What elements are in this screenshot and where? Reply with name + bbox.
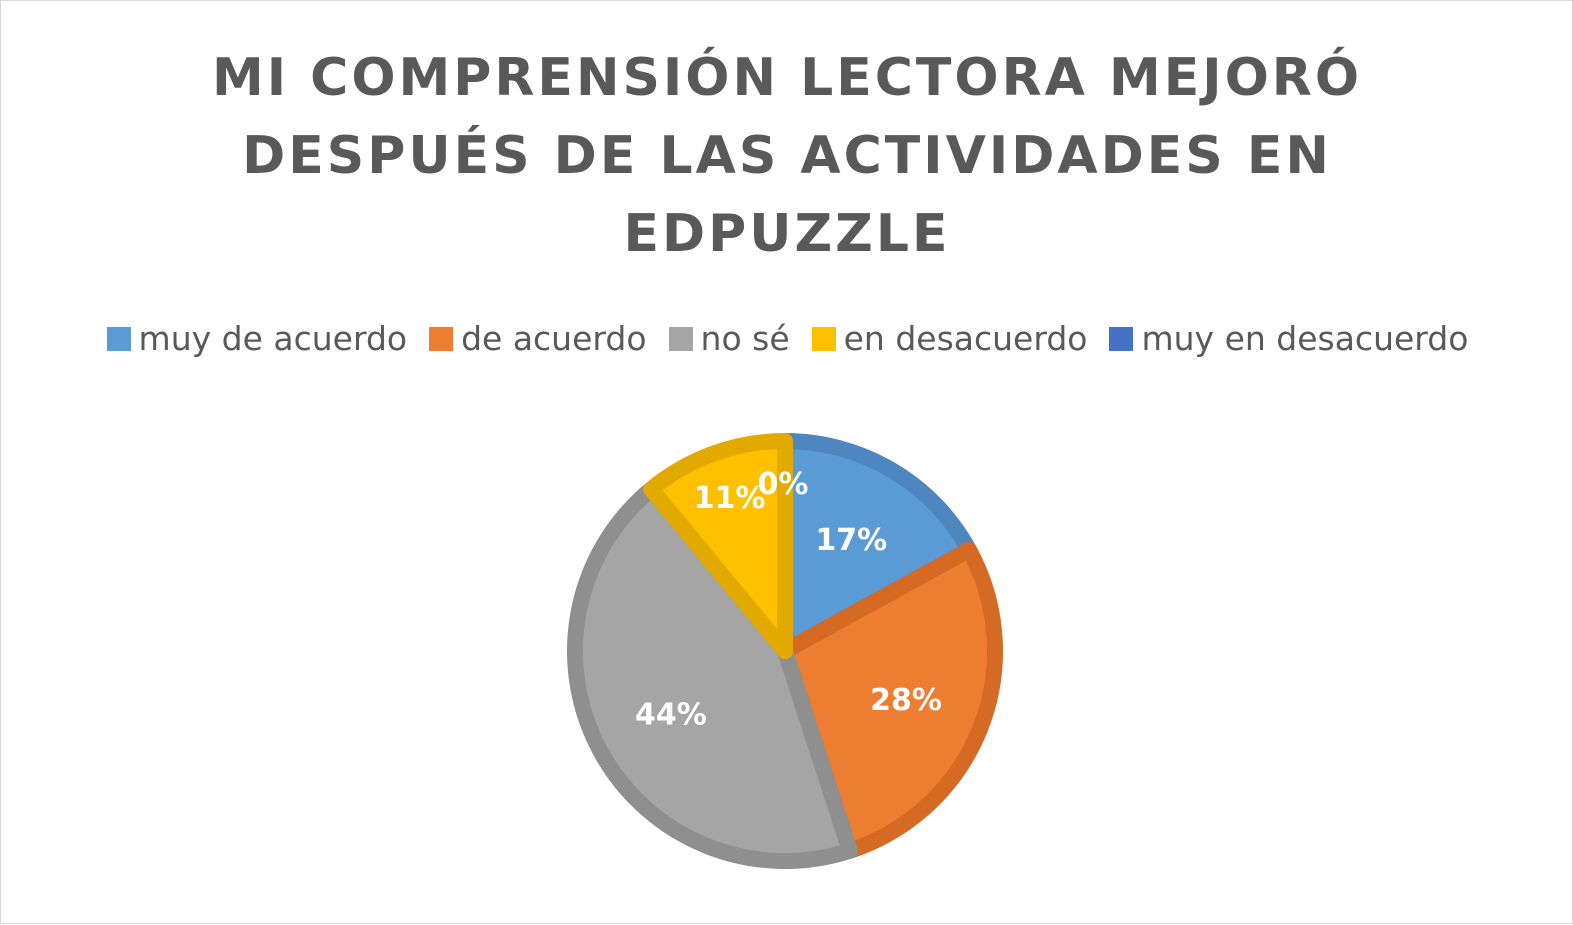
legend: muy de acuerdo de acuerdo no sé en desac… (1, 319, 1573, 358)
legend-swatch (811, 326, 836, 351)
legend-label: muy de acuerdo (138, 319, 408, 358)
data-label-de-acuerdo: 28% (870, 683, 942, 718)
legend-item-no-se: no sé (668, 319, 790, 358)
pie-slice-de-acuerdo (777, 541, 1003, 859)
data-label-muy-de-acuerdo: 17% (815, 523, 887, 558)
legend-label: de acuerdo (461, 319, 647, 358)
pie-slice-en-desacuerdo (643, 433, 793, 659)
legend-swatch (429, 326, 454, 351)
legend-item-en-desacuerdo: en desacuerdo (811, 319, 1088, 358)
legend-item-muy-de-acuerdo: muy de acuerdo (106, 319, 408, 358)
chart-title: MI COMPRENSIÓN LECTORA MEJORÓ DESPUÉS DE… (211, 48, 1363, 264)
data-label-en-desacuerdo: 11% (694, 481, 766, 516)
data-label-muy-en-desacuerdo: 0% (758, 467, 809, 502)
legend-swatch (668, 326, 693, 351)
pie-slice-no-se (567, 481, 858, 869)
legend-label: no sé (700, 319, 790, 358)
legend-item-de-acuerdo: de acuerdo (429, 319, 647, 358)
pie-slice-muy-de-acuerdo (777, 433, 978, 659)
data-label-no-se: 44% (635, 698, 707, 733)
legend-label: muy en desacuerdo (1141, 319, 1469, 358)
legend-item-muy-en-desacuerdo: muy en desacuerdo (1109, 319, 1468, 358)
legend-swatch (1109, 326, 1134, 351)
legend-swatch (106, 326, 131, 351)
legend-label: en desacuerdo (843, 319, 1088, 358)
